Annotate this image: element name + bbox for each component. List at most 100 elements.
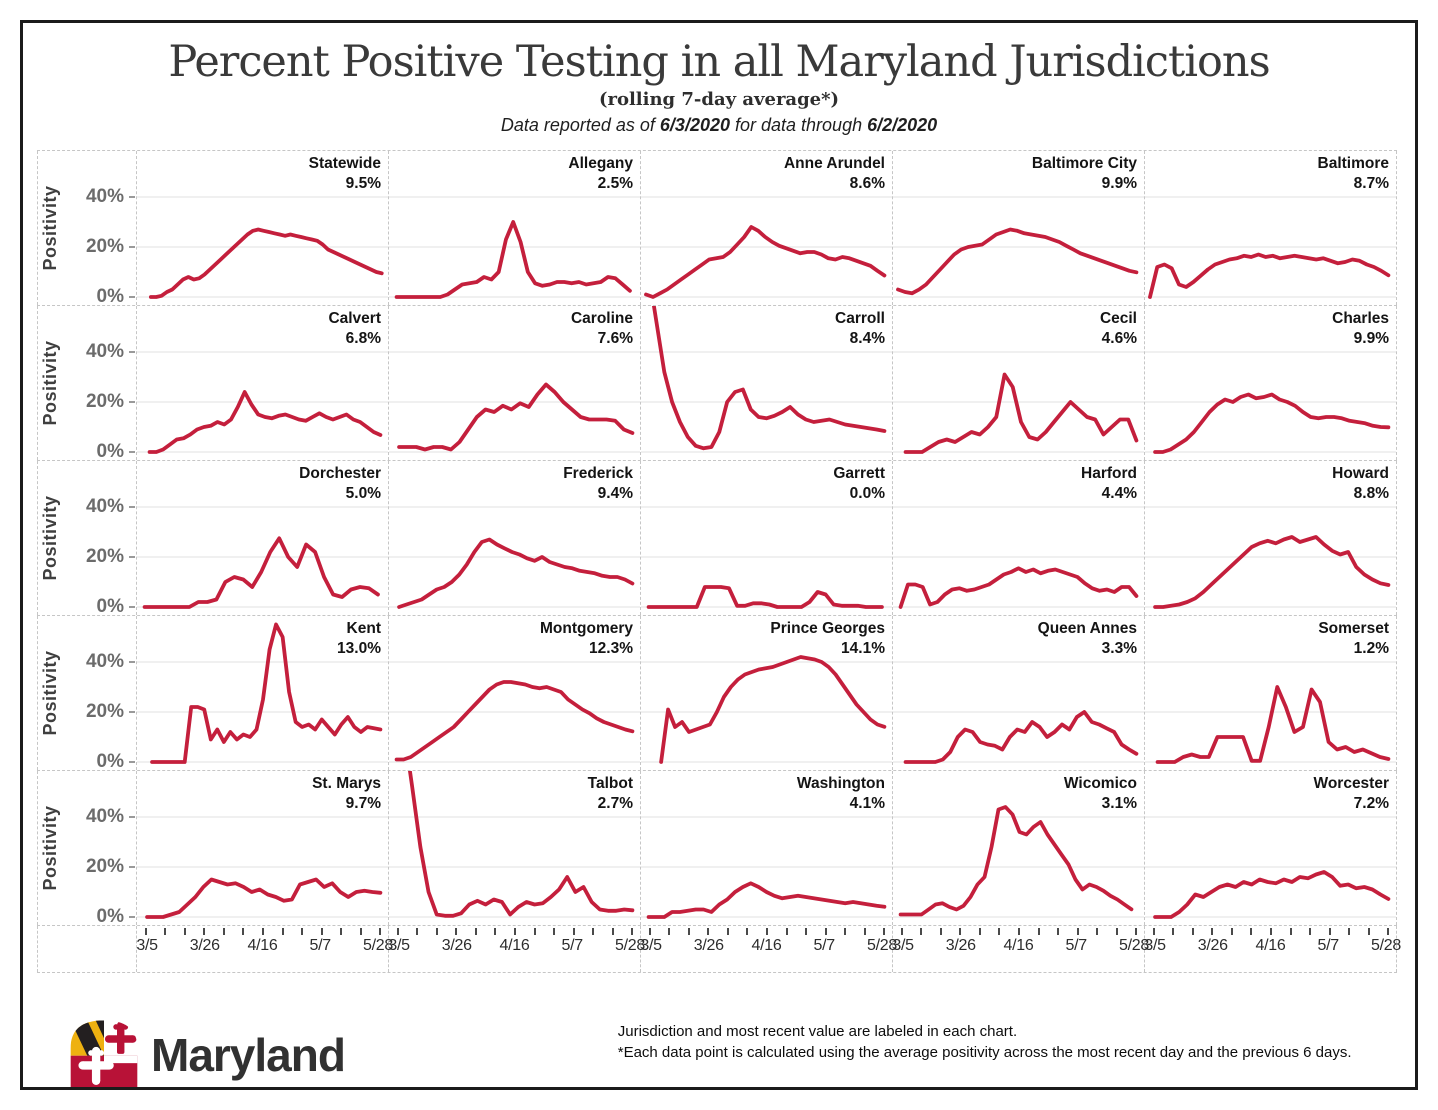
- chart-cell-talbot[interactable]: Talbot 2.7%: [389, 771, 641, 925]
- sparkline-chart[interactable]: [1145, 151, 1396, 305]
- positivity-line[interactable]: [150, 622, 383, 764]
- sparkline-chart[interactable]: [641, 306, 892, 460]
- sparkline-chart[interactable]: [893, 306, 1144, 460]
- sparkline-chart[interactable]: [893, 461, 1144, 615]
- sparkline-chart[interactable]: [1145, 616, 1396, 770]
- chart-cell-somerset[interactable]: Somerset 1.2%: [1145, 616, 1397, 770]
- latest-value: 7.6%: [597, 330, 633, 347]
- positivity-line[interactable]: [646, 881, 887, 919]
- chart-cell-anne-arundel[interactable]: Anne Arundel 8.6%: [641, 151, 893, 305]
- sparkline-chart[interactable]: [893, 771, 1144, 925]
- chart-cell-statewide[interactable]: Statewide 9.5%: [137, 151, 389, 305]
- positivity-line[interactable]: [142, 536, 380, 609]
- x-tick-mark: [416, 928, 419, 935]
- positivity-line[interactable]: [1153, 870, 1391, 919]
- sparkline-chart[interactable]: [137, 306, 388, 460]
- chart-cell-dorchester[interactable]: Dorchester 5.0%: [137, 461, 389, 615]
- positivity-line[interactable]: [397, 382, 635, 452]
- positivity-line[interactable]: [649, 306, 887, 451]
- positivity-line[interactable]: [659, 655, 887, 764]
- positivity-line[interactable]: [903, 710, 1139, 764]
- chart-cell-montgomery[interactable]: Montgomery 12.3%: [389, 616, 641, 770]
- sparkline-chart[interactable]: [389, 771, 640, 925]
- chart-cell-kent[interactable]: Kent 13.0%: [137, 616, 389, 770]
- sparkline-chart[interactable]: [389, 306, 640, 460]
- positivity-line[interactable]: [394, 220, 632, 299]
- sparkline-chart[interactable]: [137, 461, 388, 615]
- chart-cell-frederick[interactable]: Frederick 9.4%: [389, 461, 641, 615]
- panel-label: Somerset 1.2%: [1318, 619, 1389, 659]
- chart-cell-washington[interactable]: Washington 4.1%: [641, 771, 893, 925]
- sparkline-chart[interactable]: [389, 151, 640, 305]
- positivity-line[interactable]: [148, 227, 384, 299]
- x-tick-mark: [164, 928, 167, 935]
- y-tick-label: 20%: [85, 391, 124, 412]
- jurisdiction-name: Somerset: [1318, 620, 1389, 637]
- positivity-line[interactable]: [898, 566, 1139, 609]
- x-tick-mark: [920, 928, 923, 935]
- positivity-line[interactable]: [394, 680, 635, 762]
- x-tick-mark: [1328, 928, 1331, 935]
- x-tick-mark: [1289, 928, 1292, 935]
- x-tick-mark: [863, 928, 866, 935]
- chart-cell-allegany[interactable]: Allegany 2.5%: [389, 151, 641, 305]
- x-tick-mark: [553, 928, 556, 935]
- chart-cell-carroll[interactable]: Carroll 8.4%: [641, 306, 893, 460]
- latest-value: 9.5%: [345, 175, 381, 192]
- chart-cell-harford[interactable]: Harford 4.4%: [893, 461, 1145, 615]
- positivity-line[interactable]: [644, 225, 887, 299]
- chart-cell-caroline[interactable]: Caroline 7.6%: [389, 306, 641, 460]
- positivity-line[interactable]: [646, 585, 884, 609]
- chart-cell-howard[interactable]: Howard 8.8%: [1145, 461, 1397, 615]
- sparkline-chart[interactable]: [1145, 771, 1396, 925]
- x-tick-mark: [379, 928, 382, 935]
- sparkline-chart[interactable]: [641, 616, 892, 770]
- panel-label: Montgomery 12.3%: [540, 619, 633, 659]
- positivity-line[interactable]: [145, 877, 383, 919]
- panel-label: Cecil 4.6%: [1100, 309, 1137, 349]
- positivity-line[interactable]: [1155, 685, 1391, 764]
- sparkline-chart[interactable]: [137, 151, 388, 305]
- positivity-line[interactable]: [903, 372, 1139, 454]
- sparkline-chart[interactable]: [389, 616, 640, 770]
- x-tick-mark: [611, 928, 614, 935]
- latest-value: 8.6%: [849, 175, 885, 192]
- positivity-line[interactable]: [896, 227, 1139, 296]
- sparkline-chart[interactable]: [641, 771, 892, 925]
- sparkline-chart[interactable]: [1145, 306, 1396, 460]
- sparkline-chart[interactable]: [641, 151, 892, 305]
- chart-cell-st-marys[interactable]: St. Marys 9.7%: [137, 771, 389, 925]
- positivity-line[interactable]: [404, 771, 635, 918]
- y-tick-mark: [129, 196, 135, 198]
- chart-cell-worcester[interactable]: Worcester 7.2%: [1145, 771, 1397, 925]
- sparkline-chart[interactable]: [893, 151, 1144, 305]
- chart-cell-wicomico[interactable]: Wicomico 3.1%: [893, 771, 1145, 925]
- chart-cell-calvert[interactable]: Calvert 6.8%: [137, 306, 389, 460]
- chart-cell-cecil[interactable]: Cecil 4.6%: [893, 306, 1145, 460]
- chart-cell-charles[interactable]: Charles 9.9%: [1145, 306, 1397, 460]
- sparkline-chart[interactable]: [389, 461, 640, 615]
- x-tick-mark: [1309, 928, 1312, 935]
- jurisdiction-name: Queen Annes: [1037, 620, 1137, 637]
- sparkline-chart[interactable]: [893, 616, 1144, 770]
- x-tick-mark: [281, 928, 284, 935]
- chart-cell-baltimore[interactable]: Baltimore 8.7%: [1145, 151, 1397, 305]
- x-tick-label: 4/16: [1255, 937, 1286, 954]
- positivity-line[interactable]: [1148, 252, 1391, 299]
- x-axis-cell: 3/5 3/26 4/16 5/7 5/28: [388, 926, 645, 972]
- latest-value: 6.8%: [345, 330, 381, 347]
- chart-cell-garrett[interactable]: Garrett 0.0%: [641, 461, 893, 615]
- chart-cell-prince-georges[interactable]: Prince Georges 14.1%: [641, 616, 893, 770]
- positivity-line[interactable]: [147, 390, 383, 454]
- sparkline-chart[interactable]: [641, 461, 892, 615]
- positivity-line[interactable]: [397, 537, 635, 609]
- positivity-line[interactable]: [898, 805, 1134, 917]
- positivity-line[interactable]: [1153, 392, 1391, 454]
- chart-cell-queen-annes[interactable]: Queen Annes 3.3%: [893, 616, 1145, 770]
- sparkline-chart[interactable]: [137, 616, 388, 770]
- sparkline-chart[interactable]: [137, 771, 388, 925]
- chart-cell-baltimore-city[interactable]: Baltimore City 9.9%: [893, 151, 1145, 305]
- positivity-line[interactable]: [1153, 535, 1391, 609]
- jurisdiction-name: Carroll: [835, 310, 885, 327]
- sparkline-chart[interactable]: [1145, 461, 1396, 615]
